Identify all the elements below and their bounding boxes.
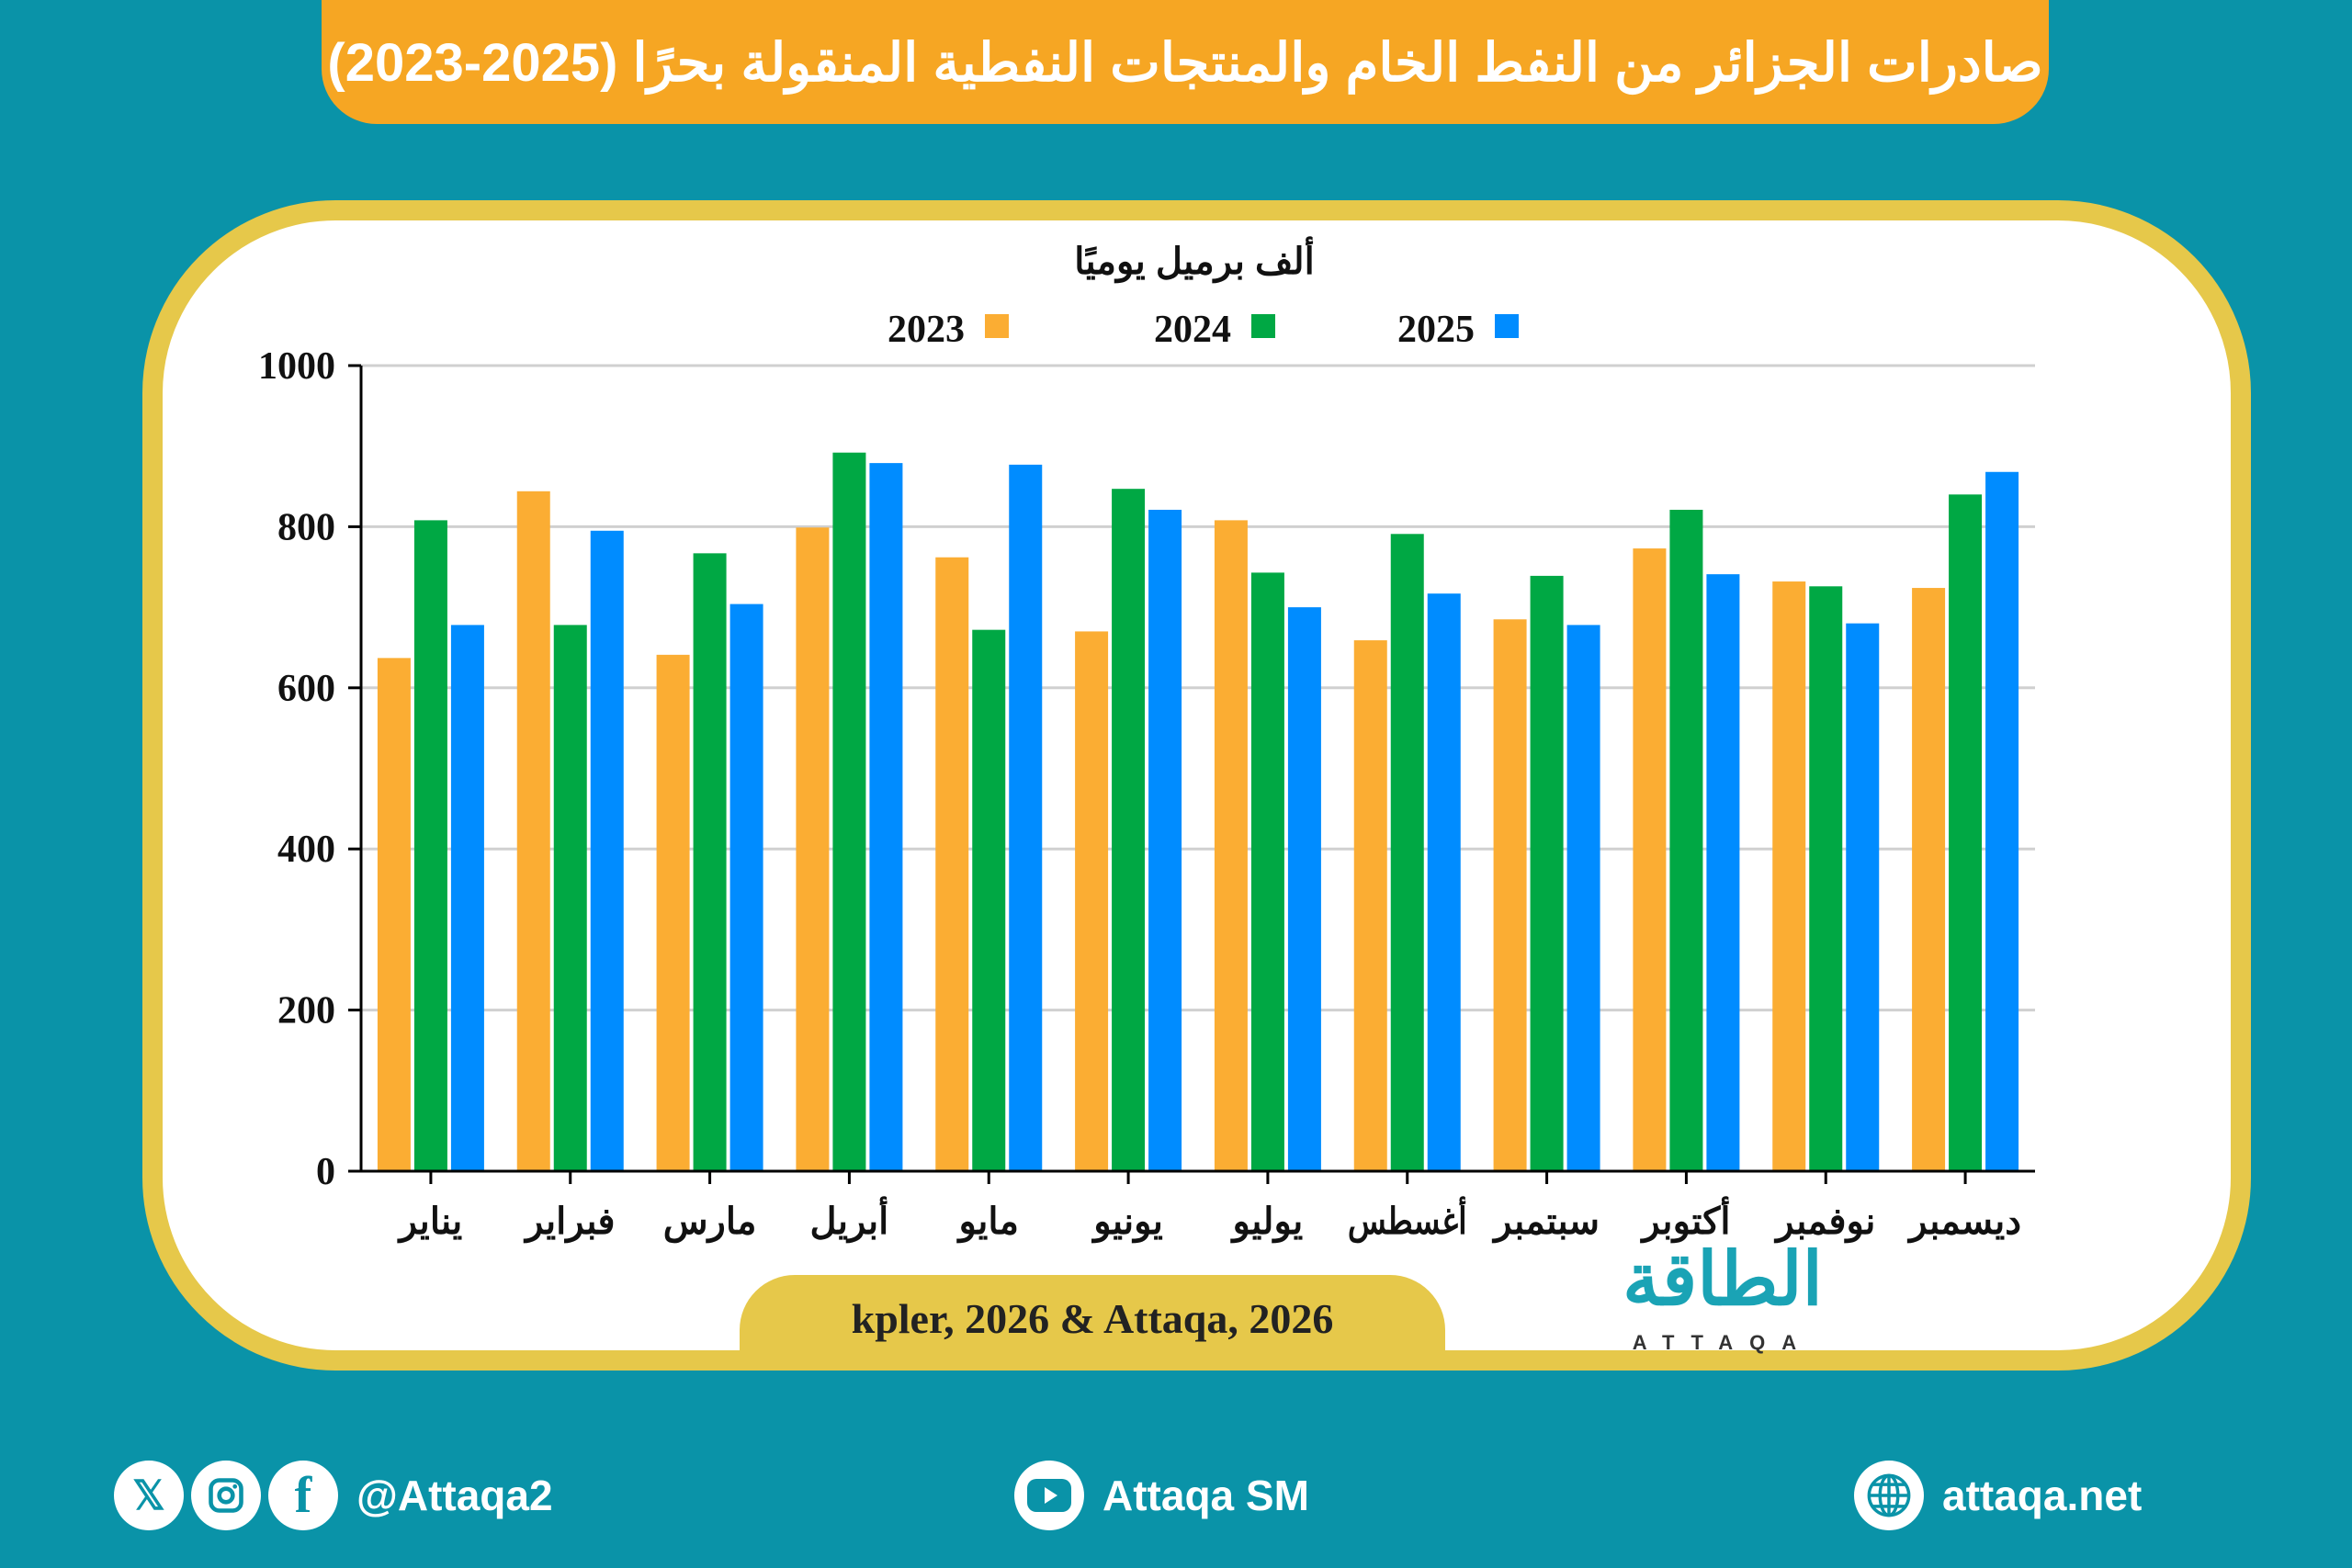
x-tick-label: مايو bbox=[956, 1201, 1019, 1244]
x-tick-label: نوفمبر bbox=[1773, 1201, 1875, 1244]
bar-2024 bbox=[1669, 509, 1703, 1171]
bar-2025 bbox=[590, 530, 624, 1171]
bar-2025 bbox=[1148, 509, 1182, 1171]
legend-swatch bbox=[1495, 314, 1519, 338]
x-tick-label: مارس bbox=[663, 1201, 757, 1244]
social-footer: 𝕏 f @Attaqa2 bbox=[114, 1461, 553, 1530]
x-tick-label: يونيو bbox=[1091, 1201, 1163, 1244]
logo-arabic: الطاقة bbox=[1623, 1238, 1823, 1320]
x-icon[interactable]: 𝕏 bbox=[114, 1461, 184, 1530]
bar-2025 bbox=[450, 625, 484, 1171]
attaqa-logo: الطاقة ATTAQA bbox=[1562, 1231, 1883, 1359]
bar-2023 bbox=[1493, 619, 1527, 1171]
bar-2024 bbox=[1809, 586, 1843, 1171]
bar-2025 bbox=[1846, 623, 1880, 1171]
bar-2024 bbox=[1112, 489, 1146, 1171]
youtube-channel[interactable]: Attaqa SM bbox=[1102, 1472, 1309, 1519]
bar-2023 bbox=[1214, 520, 1248, 1171]
bar-2023 bbox=[796, 527, 830, 1171]
bar-2024 bbox=[413, 520, 447, 1171]
y-tick-label: 600 bbox=[277, 668, 335, 710]
chart-card bbox=[142, 200, 2251, 1371]
website-footer: attaqa.net bbox=[1854, 1461, 2142, 1530]
legend-label: 2024 bbox=[1154, 309, 1231, 351]
bar-2023 bbox=[1912, 588, 1946, 1171]
bar-2024 bbox=[1949, 494, 1983, 1171]
bar-2024 bbox=[832, 452, 866, 1171]
legend-swatch bbox=[1251, 314, 1275, 338]
x-tick-label: ديسمبر bbox=[1906, 1201, 2021, 1244]
bar-2023 bbox=[1075, 631, 1109, 1171]
chart-title: صادرات الجزائر من النفط الخام والمنتجات … bbox=[327, 32, 2043, 93]
x-tick-label: أبريل bbox=[810, 1195, 889, 1244]
bar-2025 bbox=[1706, 574, 1740, 1171]
legend-label: 2025 bbox=[1397, 309, 1475, 351]
social-handle[interactable]: @Attaqa2 bbox=[356, 1472, 553, 1519]
youtube-footer: Attaqa SM bbox=[1014, 1461, 1309, 1530]
bar-2024 bbox=[1390, 534, 1424, 1171]
bar-2024 bbox=[693, 553, 727, 1171]
x-tick-label: سبتمبر bbox=[1491, 1201, 1600, 1244]
legend-label: 2023 bbox=[888, 309, 965, 351]
x-tick-label: يوليو bbox=[1230, 1201, 1304, 1244]
facebook-icon[interactable]: f bbox=[268, 1461, 338, 1530]
bar-2023 bbox=[516, 491, 550, 1171]
legend-swatch bbox=[985, 314, 1009, 338]
y-tick-label: 800 bbox=[277, 506, 335, 548]
bar-2023 bbox=[1633, 548, 1667, 1171]
website-link[interactable]: attaqa.net bbox=[1942, 1472, 2143, 1519]
bar-2025 bbox=[1566, 625, 1600, 1171]
bar-2025 bbox=[729, 604, 763, 1171]
y-axis-label: ألف برميل يوميًا bbox=[1074, 235, 1314, 284]
youtube-icon[interactable] bbox=[1014, 1461, 1084, 1530]
source-text: kpler, 2026 & Attaqa, 2026 bbox=[851, 1295, 1334, 1342]
globe-icon[interactable] bbox=[1854, 1461, 1924, 1530]
bar-2025 bbox=[869, 463, 903, 1171]
bar-2024 bbox=[553, 625, 587, 1171]
y-tick-label: 1000 bbox=[258, 345, 335, 388]
x-tick-label: أكتوبر bbox=[1639, 1195, 1730, 1244]
bar-2023 bbox=[656, 654, 690, 1171]
instagram-icon[interactable] bbox=[191, 1461, 261, 1530]
source-label: kpler, 2026 & Attaqa, 2026 bbox=[740, 1275, 1445, 1362]
y-tick-label: 0 bbox=[316, 1151, 335, 1193]
y-tick-label: 200 bbox=[277, 990, 335, 1032]
bar-2025 bbox=[1287, 607, 1321, 1171]
bar-2024 bbox=[1250, 572, 1284, 1171]
bar-2025 bbox=[1427, 593, 1461, 1171]
bar-2024 bbox=[972, 629, 1006, 1171]
y-tick-label: 400 bbox=[277, 829, 335, 871]
logo-latin: ATTAQA bbox=[1632, 1331, 1814, 1354]
x-tick-label: يناير bbox=[397, 1201, 463, 1244]
bar-2025 bbox=[1985, 471, 2019, 1171]
title-banner: صادرات الجزائر من النفط الخام والمنتجات … bbox=[322, 0, 2049, 124]
x-tick-label: فبراير bbox=[523, 1201, 616, 1244]
x-tick-label: أغسطس bbox=[1348, 1195, 1467, 1244]
bar-2025 bbox=[1009, 464, 1043, 1172]
bar-2023 bbox=[1353, 640, 1387, 1171]
bar-2024 bbox=[1530, 575, 1564, 1171]
bar-2023 bbox=[377, 658, 411, 1171]
bar-2023 bbox=[1772, 581, 1806, 1171]
bar-2023 bbox=[935, 557, 969, 1171]
